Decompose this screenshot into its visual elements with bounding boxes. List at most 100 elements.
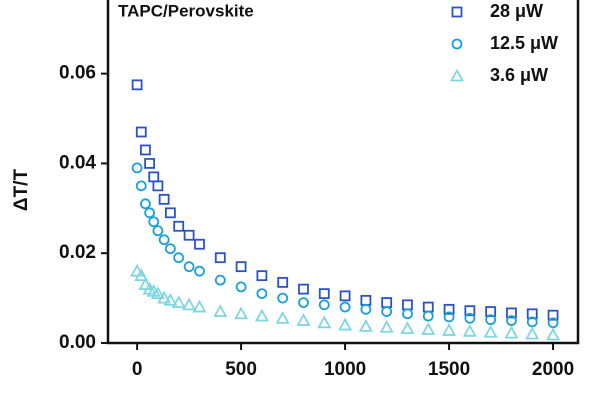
marker xyxy=(131,79,143,91)
marker xyxy=(194,265,205,277)
marker xyxy=(173,220,185,232)
marker xyxy=(235,261,247,273)
legend-label: 12.5 μW xyxy=(490,33,558,53)
marker xyxy=(504,325,519,339)
marker xyxy=(138,277,153,291)
chart-title: TAPC/Perovskite xyxy=(118,1,254,20)
marker xyxy=(140,198,151,210)
marker xyxy=(131,162,143,174)
x-tick-label: 500 xyxy=(225,359,257,380)
legend-label: 28 μW xyxy=(490,1,543,21)
marker xyxy=(464,312,476,324)
marker xyxy=(256,288,268,300)
marker xyxy=(158,193,170,205)
marker xyxy=(164,207,176,219)
marker xyxy=(485,314,497,326)
legend-label: 3.6 μW xyxy=(490,65,548,85)
marker xyxy=(182,297,197,311)
marker xyxy=(214,252,226,264)
x-tick-label: 2000 xyxy=(532,359,574,380)
marker xyxy=(422,310,434,322)
marker xyxy=(298,283,309,295)
marker xyxy=(547,317,559,329)
marker xyxy=(339,290,351,302)
marker xyxy=(506,315,517,326)
marker xyxy=(525,326,540,340)
marker xyxy=(443,311,455,323)
marker xyxy=(135,126,147,138)
x-tick-label: 1000 xyxy=(324,359,366,380)
marker xyxy=(464,305,476,317)
marker xyxy=(256,270,268,282)
marker xyxy=(298,297,309,308)
marker xyxy=(506,307,517,319)
x-tick-label: 1500 xyxy=(428,359,470,380)
marker xyxy=(318,288,330,300)
marker xyxy=(526,316,538,328)
marker xyxy=(214,274,226,286)
marker xyxy=(277,276,289,288)
marker xyxy=(152,225,164,237)
marker xyxy=(360,294,372,306)
marker xyxy=(164,243,176,255)
y-tick-label: 0.00 xyxy=(59,332,96,353)
marker xyxy=(338,317,353,331)
marker xyxy=(277,292,289,304)
marker xyxy=(157,290,172,304)
marker xyxy=(183,261,195,273)
marker xyxy=(449,68,465,82)
marker xyxy=(173,252,185,264)
marker xyxy=(339,301,351,313)
marker xyxy=(171,295,186,308)
marker xyxy=(485,306,497,317)
marker xyxy=(148,216,160,228)
marker xyxy=(183,229,195,241)
marker xyxy=(275,310,290,324)
marker xyxy=(360,303,372,315)
marker xyxy=(402,299,413,311)
marker xyxy=(400,321,415,335)
marker xyxy=(148,171,160,183)
marker xyxy=(379,319,394,333)
marker xyxy=(381,306,393,317)
marker xyxy=(483,324,498,338)
marker xyxy=(163,292,178,306)
marker xyxy=(317,315,332,329)
marker xyxy=(358,319,373,332)
marker xyxy=(318,299,330,311)
marker xyxy=(442,323,457,336)
marker xyxy=(135,180,147,192)
y-tick-label: 0.06 xyxy=(59,63,96,84)
marker xyxy=(296,313,311,326)
marker xyxy=(213,304,228,317)
y-tick-label: 0.02 xyxy=(59,242,96,263)
marker xyxy=(150,286,165,300)
y-axis-label: ΔT/T xyxy=(11,169,32,212)
marker xyxy=(152,180,164,192)
marker xyxy=(134,268,149,282)
marker xyxy=(451,6,463,18)
marker xyxy=(402,308,413,320)
marker xyxy=(547,309,559,321)
marker xyxy=(235,281,247,293)
marker xyxy=(254,308,269,322)
marker xyxy=(144,207,155,219)
marker xyxy=(462,323,477,337)
marker xyxy=(546,327,561,341)
marker xyxy=(194,238,205,250)
marker xyxy=(422,301,434,313)
marker xyxy=(234,306,249,320)
marker xyxy=(381,297,393,308)
marker xyxy=(443,303,455,315)
marker xyxy=(421,322,436,335)
marker xyxy=(158,234,170,246)
y-tick-label: 0.04 xyxy=(59,152,96,173)
marker xyxy=(144,158,155,169)
marker xyxy=(451,38,463,50)
marker xyxy=(192,299,207,313)
marker xyxy=(526,308,538,320)
x-tick-label: 0 xyxy=(132,359,143,380)
plot-frame xyxy=(106,0,580,345)
marker xyxy=(140,144,151,156)
